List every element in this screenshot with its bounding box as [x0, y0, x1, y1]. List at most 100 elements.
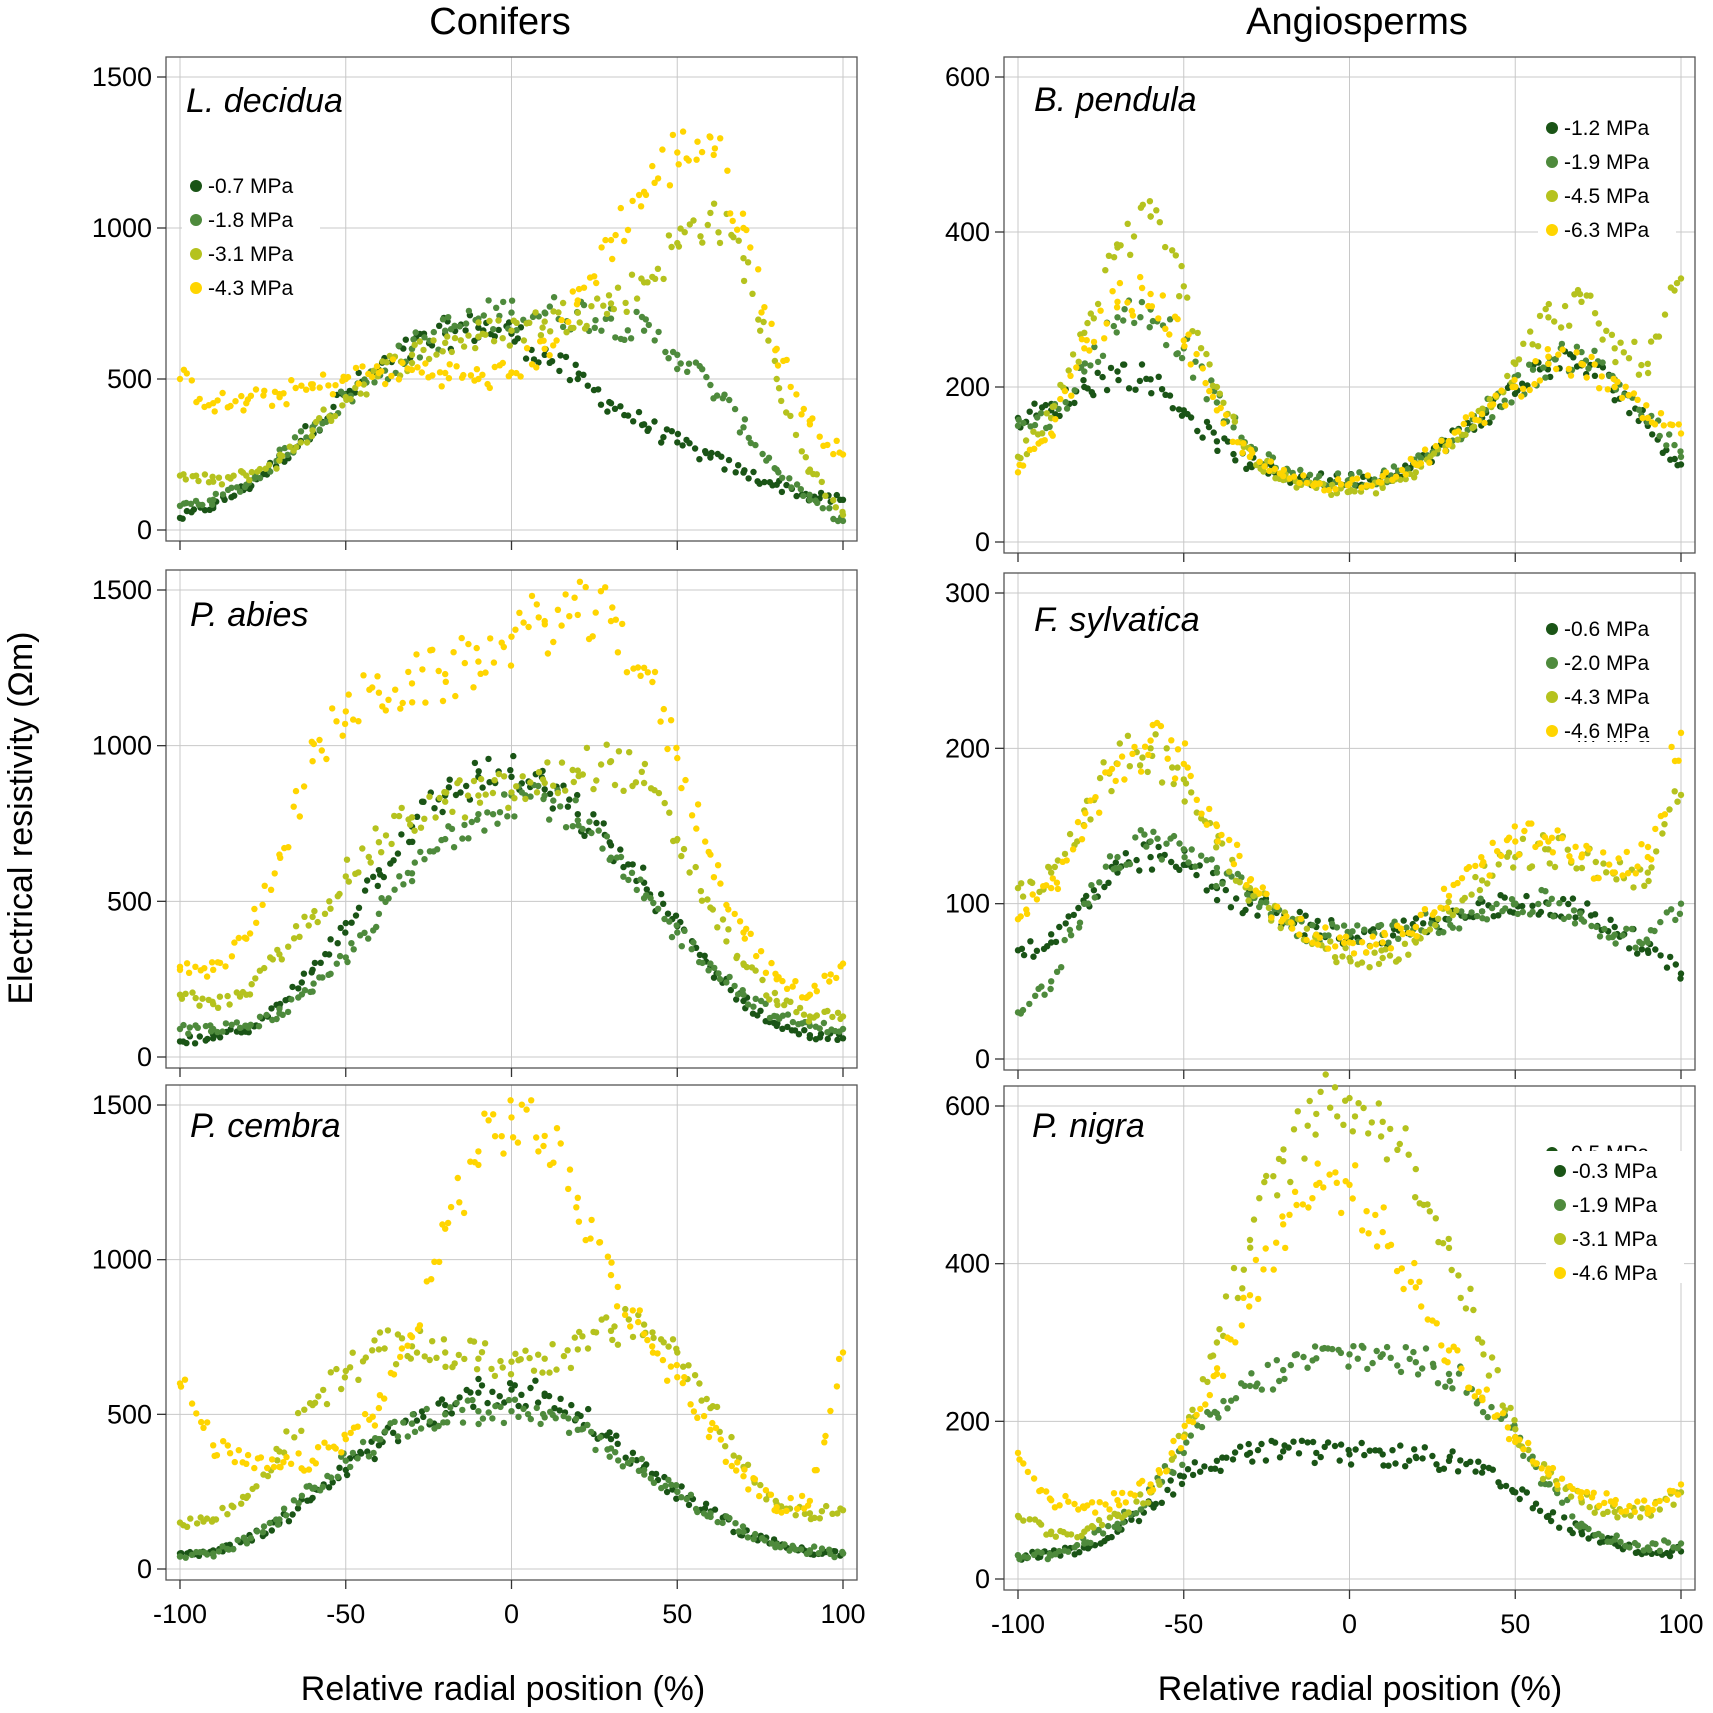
data-point	[220, 1438, 227, 1445]
data-point	[1263, 1172, 1270, 1180]
data-point	[1216, 390, 1224, 397]
data-point	[1014, 916, 1022, 923]
data-point	[1421, 446, 1429, 453]
data-point	[765, 337, 772, 344]
data-point	[1234, 439, 1241, 446]
species-label: P. nigra	[1032, 1107, 1145, 1145]
data-point	[1157, 722, 1165, 730]
data-point	[1137, 1491, 1144, 1498]
data-point	[285, 844, 292, 851]
data-point	[1187, 361, 1194, 368]
data-point	[196, 1033, 203, 1040]
data-point	[228, 484, 235, 491]
data-point	[1381, 931, 1389, 938]
data-point	[1498, 852, 1505, 860]
data-point	[715, 229, 722, 236]
data-point	[806, 496, 814, 503]
data-point	[292, 787, 300, 795]
data-point	[834, 1036, 841, 1044]
data-point	[1273, 1357, 1281, 1364]
data-point	[416, 354, 424, 361]
data-point	[1198, 810, 1205, 817]
data-point	[719, 1519, 726, 1527]
data-point	[1455, 1370, 1463, 1377]
data-point	[558, 759, 566, 766]
data-point	[1294, 1108, 1302, 1115]
data-point	[1394, 1362, 1401, 1369]
data-point	[367, 859, 374, 866]
data-point	[1462, 431, 1469, 438]
data-point	[411, 859, 418, 866]
data-point	[1405, 951, 1412, 958]
data-point	[309, 1401, 316, 1409]
data-point	[574, 1194, 581, 1202]
data-point	[1551, 863, 1559, 871]
data-point	[793, 492, 800, 500]
legend-label: -2.0 MPa	[1564, 652, 1650, 675]
data-point	[1440, 929, 1447, 936]
data-point	[607, 842, 615, 849]
data-point	[1402, 475, 1409, 483]
data-point	[607, 300, 615, 307]
data-point	[416, 1322, 424, 1329]
x-tick-label: 50	[1500, 1609, 1530, 1639]
data-point	[797, 486, 804, 493]
data-point	[283, 1428, 290, 1435]
data-point	[710, 151, 717, 159]
data-point	[373, 363, 381, 370]
data-point	[1547, 373, 1554, 381]
data-point	[1139, 754, 1146, 761]
data-point	[450, 649, 457, 656]
data-point	[276, 1448, 283, 1455]
legend-marker	[1546, 691, 1558, 703]
data-point	[750, 468, 757, 476]
data-point	[338, 1449, 345, 1456]
data-point	[754, 1012, 761, 1019]
data-point	[1108, 1533, 1115, 1541]
data-point	[1213, 383, 1221, 391]
data-point	[1189, 374, 1197, 381]
y-tick-label: 0	[137, 1042, 152, 1072]
data-point	[1549, 1509, 1557, 1516]
data-point	[680, 1363, 687, 1370]
data-point	[1512, 383, 1519, 391]
data-point	[481, 827, 488, 834]
data-point	[375, 1435, 383, 1443]
data-point	[839, 1013, 847, 1020]
data-point	[698, 148, 706, 156]
data-point	[1137, 1506, 1145, 1513]
data-point	[1644, 369, 1652, 377]
data-point	[651, 179, 658, 186]
data-point	[354, 1455, 361, 1462]
data-point	[1303, 925, 1311, 932]
data-point	[342, 1457, 349, 1464]
data-point	[1038, 983, 1045, 990]
data-point	[1218, 831, 1225, 839]
data-point	[818, 478, 825, 486]
data-point	[1180, 776, 1188, 783]
data-point	[1252, 1256, 1260, 1264]
data-point	[1367, 943, 1374, 950]
data-point	[1170, 1491, 1177, 1498]
data-point	[1354, 1355, 1362, 1362]
data-point	[1109, 288, 1116, 295]
data-point	[505, 804, 512, 811]
data-point	[482, 331, 489, 338]
data-point	[519, 773, 526, 780]
data-point	[602, 584, 609, 591]
data-point	[566, 613, 573, 620]
data-point	[1445, 1235, 1452, 1243]
data-point	[520, 337, 528, 344]
data-point	[1353, 475, 1361, 482]
data-point	[534, 1399, 542, 1406]
data-point	[574, 1426, 581, 1434]
data-point	[1031, 421, 1039, 429]
data-point	[1048, 1528, 1055, 1535]
data-point	[1358, 1439, 1365, 1447]
data-point	[766, 996, 773, 1003]
data-point	[1438, 437, 1445, 444]
data-point	[1419, 1365, 1426, 1372]
data-point	[475, 375, 482, 383]
data-point	[1239, 449, 1246, 456]
data-point	[620, 787, 627, 794]
